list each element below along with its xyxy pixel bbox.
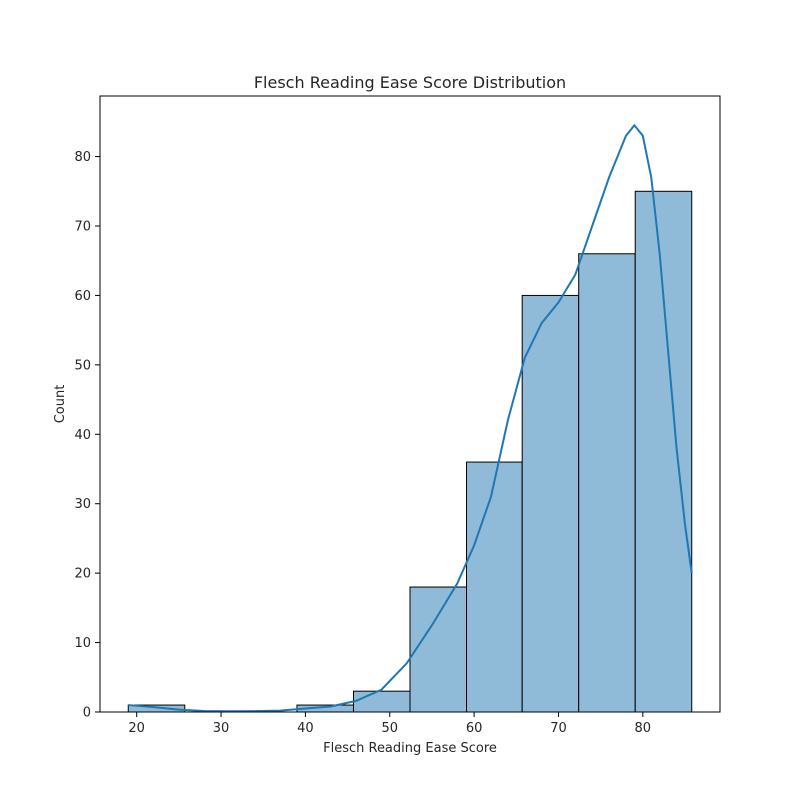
histogram-bar-9 (634, 190, 693, 713)
x-tick-label-80: 80 (635, 721, 652, 736)
x-tick-label-70: 70 (550, 721, 567, 736)
y-axis-label: Count (53, 385, 68, 424)
y-tick-label-20: 20 (74, 567, 91, 582)
histogram-bar-8 (578, 253, 636, 713)
y-tick-label-0: 0 (83, 706, 91, 721)
histogram-bar-7 (521, 294, 580, 713)
y-axis-ticks: 0 10 20 30 40 50 60 70 80 (74, 150, 100, 721)
chart-title: Flesch Reading Ease Score Distribution (254, 73, 566, 92)
y-tick-label-60: 60 (74, 289, 91, 304)
histogram-bar-6 (466, 461, 523, 713)
y-tick-label-50: 50 (74, 358, 91, 373)
histogram-bar-4 (352, 690, 411, 713)
x-tick-label-20: 20 (128, 721, 145, 736)
histogram-bar-5 (409, 586, 468, 713)
x-tick-label-30: 30 (213, 721, 230, 736)
x-tick-label-60: 60 (466, 721, 483, 736)
bars-group (127, 190, 693, 713)
x-axis-label: Flesch Reading Ease Score (323, 741, 497, 756)
x-tick-label-50: 50 (381, 721, 398, 736)
y-tick-label-10: 10 (74, 636, 91, 651)
x-tick-label-40: 40 (297, 721, 314, 736)
x-axis-ticks: 20 30 40 50 60 70 80 (128, 712, 651, 736)
y-tick-label-30: 30 (74, 497, 91, 512)
plot-frame (99, 95, 721, 713)
y-tick-label-70: 70 (74, 220, 91, 235)
y-tick-label-40: 40 (74, 428, 91, 443)
kde-line (128, 123, 693, 713)
y-tick-label-80: 80 (74, 150, 91, 165)
